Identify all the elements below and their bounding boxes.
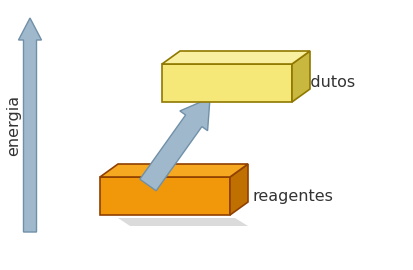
Polygon shape [230,164,248,215]
Polygon shape [162,51,310,64]
Polygon shape [292,51,310,102]
Polygon shape [19,18,41,232]
Text: energia: energia [7,94,21,156]
Polygon shape [140,98,210,191]
Text: produtos: produtos [285,76,356,90]
Text: reagentes: reagentes [252,188,333,204]
Polygon shape [162,64,292,102]
Polygon shape [100,164,248,177]
Polygon shape [100,177,230,215]
Polygon shape [118,218,248,226]
